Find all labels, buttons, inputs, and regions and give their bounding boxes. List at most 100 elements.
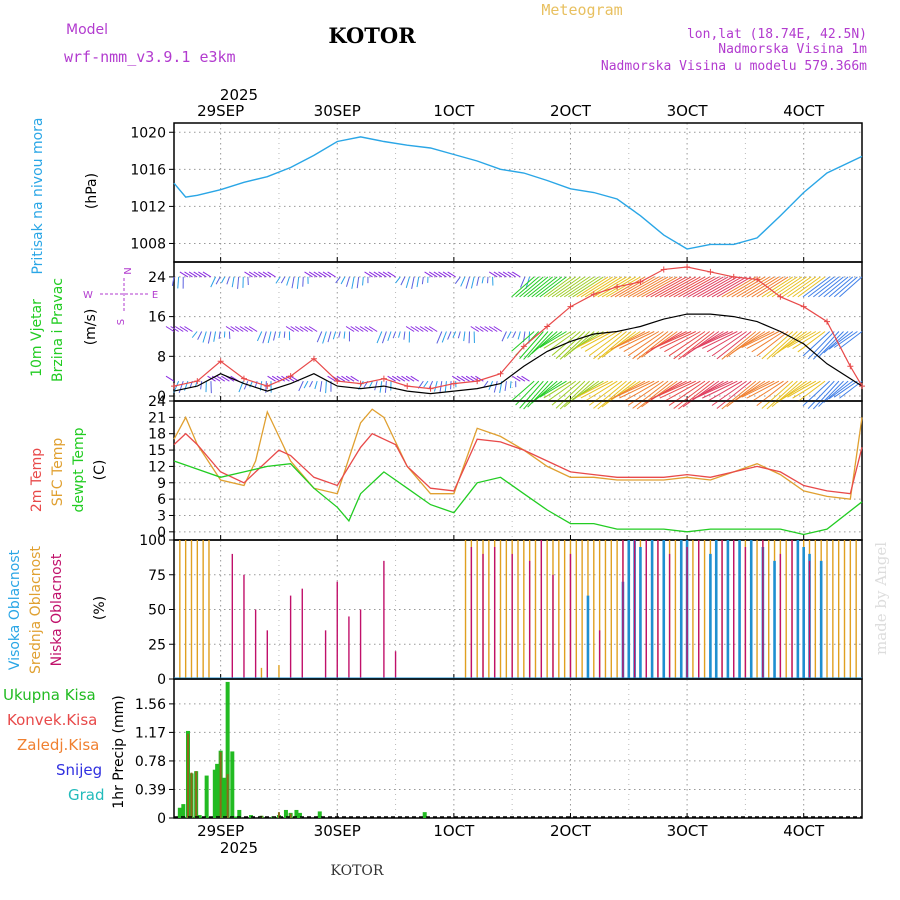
wind-barb (802, 331, 831, 357)
wind-barb (244, 326, 253, 332)
wind-barb (213, 331, 217, 342)
wind-barb (797, 380, 826, 402)
pressure-unit: (hPa) (84, 173, 100, 209)
wind-barb (527, 276, 553, 298)
wind-barb (341, 375, 350, 382)
precip-convective-bar (289, 813, 292, 818)
wind-gust-marker (730, 273, 737, 280)
wind-barb (521, 375, 530, 382)
wind-barb (322, 271, 332, 278)
wind-barb (584, 276, 618, 298)
wind-barb (364, 271, 373, 278)
wind-barb (619, 276, 655, 298)
wind-barb (588, 331, 623, 356)
model-elevation-label: Nadmorska Visina u modelu 579.366m (601, 59, 867, 74)
wind-barb (664, 380, 701, 402)
wind-barb (813, 276, 840, 298)
precip-total-bar (212, 769, 217, 818)
bottom-date-label: 30SEP (314, 822, 361, 840)
wind-barb (520, 276, 526, 288)
wind-barb (606, 276, 641, 298)
wind-barb (262, 331, 267, 344)
wind-barb (433, 381, 438, 392)
wind-barb (359, 326, 369, 332)
precip-total-bar (317, 811, 322, 818)
wind-barb (230, 326, 239, 332)
wind-barb (177, 276, 180, 289)
precip-total-bar (422, 812, 427, 818)
wind-gust-marker (684, 263, 691, 270)
wind-barb (787, 276, 817, 298)
temp-frame (173, 400, 863, 541)
wind-barb (702, 380, 738, 399)
wind-barb (766, 276, 798, 298)
wind-barb (746, 380, 780, 399)
wind-barb (697, 276, 733, 298)
wind-gust-marker (754, 276, 761, 283)
wind-gust-marker (800, 303, 807, 310)
wind-barb (818, 380, 844, 407)
wind-barb (493, 326, 503, 332)
wind-barb (447, 271, 456, 278)
wind-barb (202, 331, 207, 343)
precip-total-bar (283, 809, 288, 818)
wind-gust-marker (847, 363, 854, 370)
top-date-label: 2OCT (550, 102, 592, 120)
pressure-ytick-label: 1016 (130, 162, 166, 178)
cloud-ytick-label: 100 (139, 533, 166, 549)
wind-barb (364, 326, 373, 332)
wind-barb (193, 271, 202, 278)
wind-barb (614, 331, 650, 349)
wind-barb (225, 326, 235, 332)
top-date-label: 3OCT (667, 102, 709, 120)
temp-ytick-label: 9 (157, 476, 166, 492)
wind-barb (340, 276, 346, 285)
wind-barb (387, 331, 392, 342)
wind-barb (678, 331, 715, 360)
watermark: made by Angel (872, 542, 890, 655)
precip-ylabel-unit: (mm) (111, 695, 127, 733)
wind-barb (302, 276, 304, 287)
wind-gust-marker (287, 373, 294, 380)
wind-barb (461, 375, 470, 382)
precip-convective-bar (195, 771, 198, 818)
wind-barb (207, 331, 212, 344)
wind-barb (741, 380, 775, 398)
wind-barb (460, 276, 466, 287)
wind-barb (746, 276, 780, 298)
pressure-ytick-label: 1020 (130, 125, 166, 141)
precip-ylabel: 1hr Precip (mm) (111, 695, 127, 808)
wind-barb (746, 331, 780, 349)
wind-barb (298, 380, 304, 392)
wind-barb (519, 380, 544, 409)
bottom-date-labels: 29SEP 30SEP 1OCT 2OCT 3OCT 4OCT (197, 822, 825, 840)
precip-total-bar (225, 681, 230, 818)
wind-barb (741, 276, 775, 298)
wind-barb (178, 380, 184, 394)
wind-barb (716, 331, 752, 360)
wind-barb (488, 271, 498, 278)
precip-total-bar (177, 807, 182, 818)
wind-barb (463, 331, 466, 342)
wind-barb (572, 276, 604, 298)
wind-barb (776, 331, 807, 354)
temp-ylabel-dewpt: dewpt Temp (71, 427, 87, 512)
meteogram-label: Meteogram (541, 1, 622, 19)
wind-barb (547, 276, 577, 298)
sfc-temp-line (173, 408, 863, 500)
wind-barb (736, 276, 770, 298)
wind-barb (584, 380, 618, 402)
temp-ytick-label: 3 (157, 508, 166, 524)
precip-ytick-label: 0.39 (135, 782, 166, 798)
wind-barb (447, 331, 452, 340)
year-top: 2025 (220, 86, 258, 104)
wind-barb (465, 276, 470, 289)
lonlat-label: lon,lat (18.74E, 42.5N) (687, 27, 867, 42)
wind-barb (506, 331, 512, 339)
wind-barb (484, 326, 493, 332)
top-date-label: 4OCT (783, 102, 825, 120)
wind-barb (276, 375, 286, 382)
pressure-frame (173, 122, 863, 263)
wind-barb (736, 331, 770, 350)
pressure-ytick-label: 1008 (130, 236, 166, 252)
